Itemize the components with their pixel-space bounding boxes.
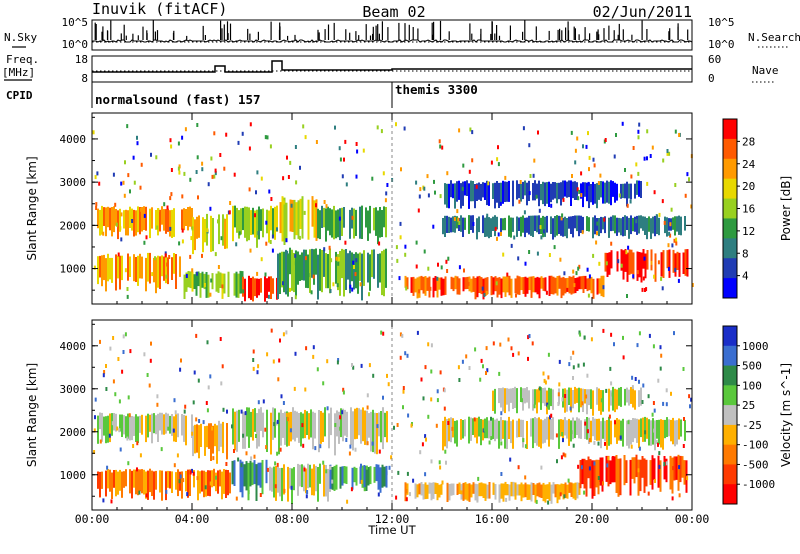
- x-tick-label-3: 12:00: [375, 512, 410, 526]
- freq-unit-label: [MHz]: [2, 66, 35, 79]
- y-tick-label-1: 2000: [60, 219, 87, 232]
- date-title: 02/Jun/2011: [593, 3, 692, 21]
- beam-title: Beam 02: [362, 3, 425, 21]
- nave-label: Nave: [752, 64, 779, 77]
- data-bands: [97, 180, 689, 302]
- colorbar-tick-1: 24: [742, 158, 756, 171]
- colorbar-tick-4: 12: [742, 225, 755, 238]
- x-tick-label-2: 08:00: [275, 512, 310, 526]
- x-axis-label: Time UT: [367, 523, 416, 537]
- colorbar-tick-4: -25: [742, 419, 762, 432]
- cpid-program-themis: themis 3300: [395, 82, 478, 97]
- colorbar-tick-5: -100: [742, 439, 769, 452]
- colorbar-tick-6: -500: [742, 458, 769, 471]
- colorbar: 1000 500 100 25 -25 -100 -500 -1000 Velocity [m …: [722, 325, 793, 505]
- nsky-label: N.Sky: [4, 31, 37, 44]
- colorbar-tick-0: 28: [742, 135, 755, 148]
- noise-left-tick-top: 10^5: [62, 16, 89, 29]
- x-tick-labels: 00:00 04:00 08:00 12:00 16:00 20:00 00:00: [75, 512, 710, 526]
- colorbar-label: Power [dB]: [779, 176, 793, 241]
- freq-left-tick-top: 18: [75, 53, 88, 66]
- y-tick-label-3: 4000: [60, 133, 87, 146]
- y-tick-labels: 1000 2000 3000 4000: [60, 133, 87, 276]
- velocity-panel: 1000 2000 3000 4000 Slant Range [km] 00:00 04:…: [25, 319, 793, 537]
- cpid-label: CPID: [6, 89, 33, 102]
- colorbar-tick-1: 500: [742, 360, 762, 373]
- band-0: [97, 205, 193, 240]
- band-10: [604, 249, 689, 283]
- y-axis-label: Slant Range [km]: [25, 156, 39, 260]
- colorbar-tick-7: -1000: [742, 478, 775, 491]
- noise-right-tick-bottom: 10^0: [708, 38, 735, 51]
- x-tick-label-0: 00:00: [75, 512, 110, 526]
- band-2: [232, 407, 388, 456]
- band-12: [444, 180, 642, 209]
- band-5: [269, 463, 331, 504]
- band-1: [192, 420, 228, 464]
- colorbar-tick-2: 100: [742, 379, 762, 392]
- band-4: [231, 459, 268, 501]
- band-8: [277, 247, 387, 301]
- y-tick-labels: 1000 2000 3000 4000: [60, 340, 87, 482]
- scatter-echoes: [92, 121, 694, 300]
- y-tick-label-2: 3000: [60, 383, 87, 396]
- band-11: [442, 215, 686, 240]
- colorbar-tick-3: 25: [742, 399, 755, 412]
- y-tick-label-0: 1000: [60, 263, 87, 276]
- colorbar-tick-2: 20: [742, 180, 755, 193]
- band-3: [97, 468, 231, 501]
- colorbar-tick-5: 8: [742, 247, 749, 260]
- x-tick-label-4: 16:00: [475, 512, 510, 526]
- freq-left-tick-bottom: 8: [81, 72, 88, 85]
- colorbar: 28 24 20 16 12 8 4 Power [dB]: [722, 118, 793, 299]
- y-tick-label-3: 4000: [60, 340, 87, 353]
- x-tick-label-1: 04:00: [175, 512, 210, 526]
- cpid-program-normalsound: normalsound (fast) 157: [95, 92, 261, 107]
- y-tick-label-1: 2000: [60, 426, 87, 439]
- freq-panel: 18 8 60 0 Freq. [MHz] Nave: [2, 53, 779, 85]
- band-7: [242, 275, 278, 302]
- freq-label: Freq.: [6, 53, 39, 66]
- freq-right-tick-bottom: 0: [708, 72, 715, 85]
- y-tick-label-0: 1000: [60, 469, 87, 482]
- band-0: [97, 412, 193, 446]
- band-4: [317, 205, 387, 245]
- band-9: [404, 275, 605, 300]
- x-tick-label-5: 20:00: [575, 512, 610, 526]
- noise-right-tick-top: 10^5: [708, 16, 735, 29]
- band-10: [492, 386, 642, 416]
- x-tick-label-6: 00:00: [675, 512, 710, 526]
- colorbar-tick-0: 1000: [742, 340, 769, 353]
- noise-panel: 10^5 10^0 10^5 10^0 N.Sky N.Search: [4, 16, 800, 51]
- band-7: [404, 481, 581, 504]
- band-8: [579, 454, 688, 499]
- band-6: [183, 270, 244, 299]
- band-6: [329, 464, 388, 493]
- y-tick-label-2: 3000: [60, 176, 87, 189]
- y-axis-label: Slant Range [km]: [25, 363, 39, 467]
- band-9: [442, 416, 686, 451]
- band-3: [279, 196, 318, 245]
- colorbar-tick-3: 16: [742, 203, 755, 216]
- colorbar-label: Velocity [m s^-1]: [779, 363, 793, 467]
- station-title: Inuvik (fitACF): [92, 0, 227, 18]
- noise-left-tick-bottom: 10^0: [62, 38, 89, 51]
- colorbar-tick-6: 4: [742, 270, 749, 283]
- power-panel: 1000 2000 3000 4000 Slant Range [km] 28 24 20 16…: [25, 112, 793, 305]
- scatter-echoes: [93, 328, 693, 505]
- nsearch-label: N.Search: [748, 31, 800, 44]
- freq-right-tick-top: 60: [708, 53, 721, 66]
